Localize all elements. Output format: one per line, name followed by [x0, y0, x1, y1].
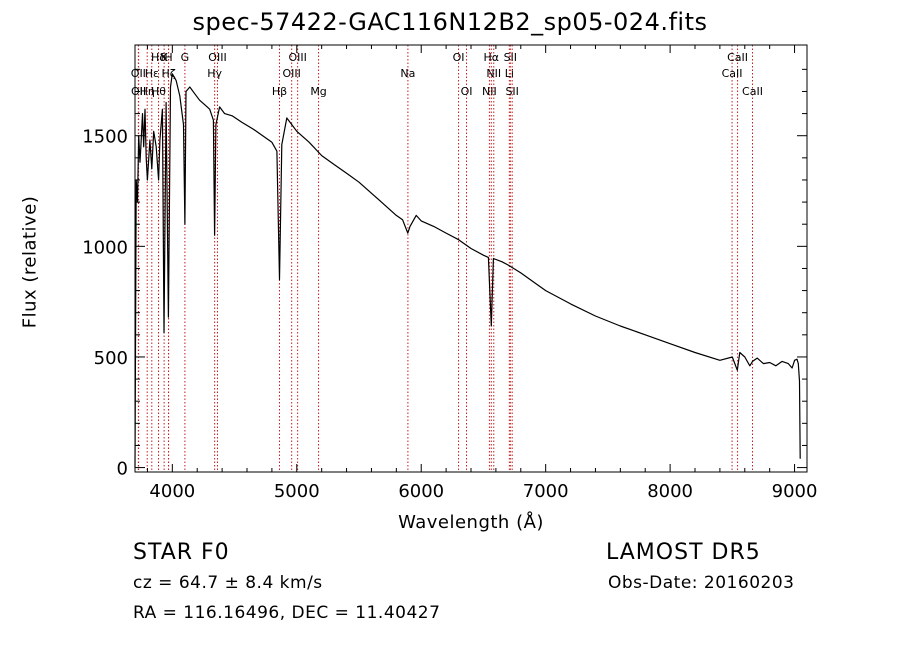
x-tick-label: 5000 [274, 481, 320, 502]
line-marker-label: CaII [727, 51, 748, 64]
chart-title: spec-57422-GAC116N12B2_sp05-024.fits [192, 8, 708, 36]
x-axis-ticks: 4000 5000 6000 7000 8000 9000 [146, 45, 818, 502]
x-tick-label: 4000 [149, 481, 195, 502]
line-marker-label: NII [482, 85, 497, 98]
x-axis-label: Wavelength (Å) [398, 512, 544, 533]
emission-line-markers [137, 45, 753, 472]
y-tick-label: 1500 [82, 127, 128, 148]
line-marker-label: Hβ [272, 85, 287, 98]
line-marker-label: Hζ [161, 67, 175, 80]
line-marker-label: Mg [310, 85, 326, 98]
y-axis-ticks: 0 500 1000 1500 [82, 68, 807, 480]
x-tick-label: 9000 [772, 481, 818, 502]
redshift-velocity: cz = 64.7 ± 8.4 km/s [133, 573, 323, 593]
x-tick-label: 6000 [398, 481, 444, 502]
line-marker-label: Hδ [151, 51, 166, 64]
line-marker-label: G [181, 51, 190, 64]
line-marker-label: SII [505, 85, 518, 98]
plot-frame [134, 44, 808, 473]
x-tick-label: 7000 [523, 481, 569, 502]
line-marker-label: OI [461, 85, 473, 98]
y-tick-label: 1000 [82, 237, 128, 258]
survey-name: LAMOST DR5 [606, 540, 761, 565]
line-marker-label: Li [505, 67, 514, 80]
line-marker-label: Hε [145, 67, 159, 80]
sky-coordinates: RA = 116.16496, DEC = 11.40427 [133, 603, 441, 623]
line-marker-label: Hη [140, 85, 155, 98]
spectrum-line [134, 73, 801, 468]
line-marker-label: CaII [742, 85, 763, 98]
line-marker-label: Na [400, 67, 415, 80]
y-tick-label: 0 [117, 459, 128, 480]
y-axis-label: Flux (relative) [19, 195, 41, 329]
line-marker-label: OIII [208, 51, 226, 64]
line-marker-label: OII [131, 85, 146, 98]
line-marker-label: Hα [484, 51, 500, 64]
line-marker-label: H [164, 51, 172, 64]
line-marker-label: OII [131, 67, 146, 80]
line-marker-label: OIII [282, 67, 300, 80]
line-marker-label: OIII [288, 51, 306, 64]
object-class: STAR F0 [133, 540, 230, 565]
observation-date: Obs-Date: 20160203 [608, 573, 795, 593]
x-tick-label: 8000 [647, 481, 693, 502]
y-tick-label: 500 [94, 348, 128, 369]
line-marker-label: Hθ [151, 85, 166, 98]
line-marker-label: K [161, 51, 169, 64]
line-marker-label: CaII [722, 67, 743, 80]
line-marker-label: OI [453, 51, 465, 64]
line-marker-label: Hγ [207, 67, 222, 80]
line-marker-label: NII [486, 67, 501, 80]
line-marker-label: SII [504, 51, 517, 64]
